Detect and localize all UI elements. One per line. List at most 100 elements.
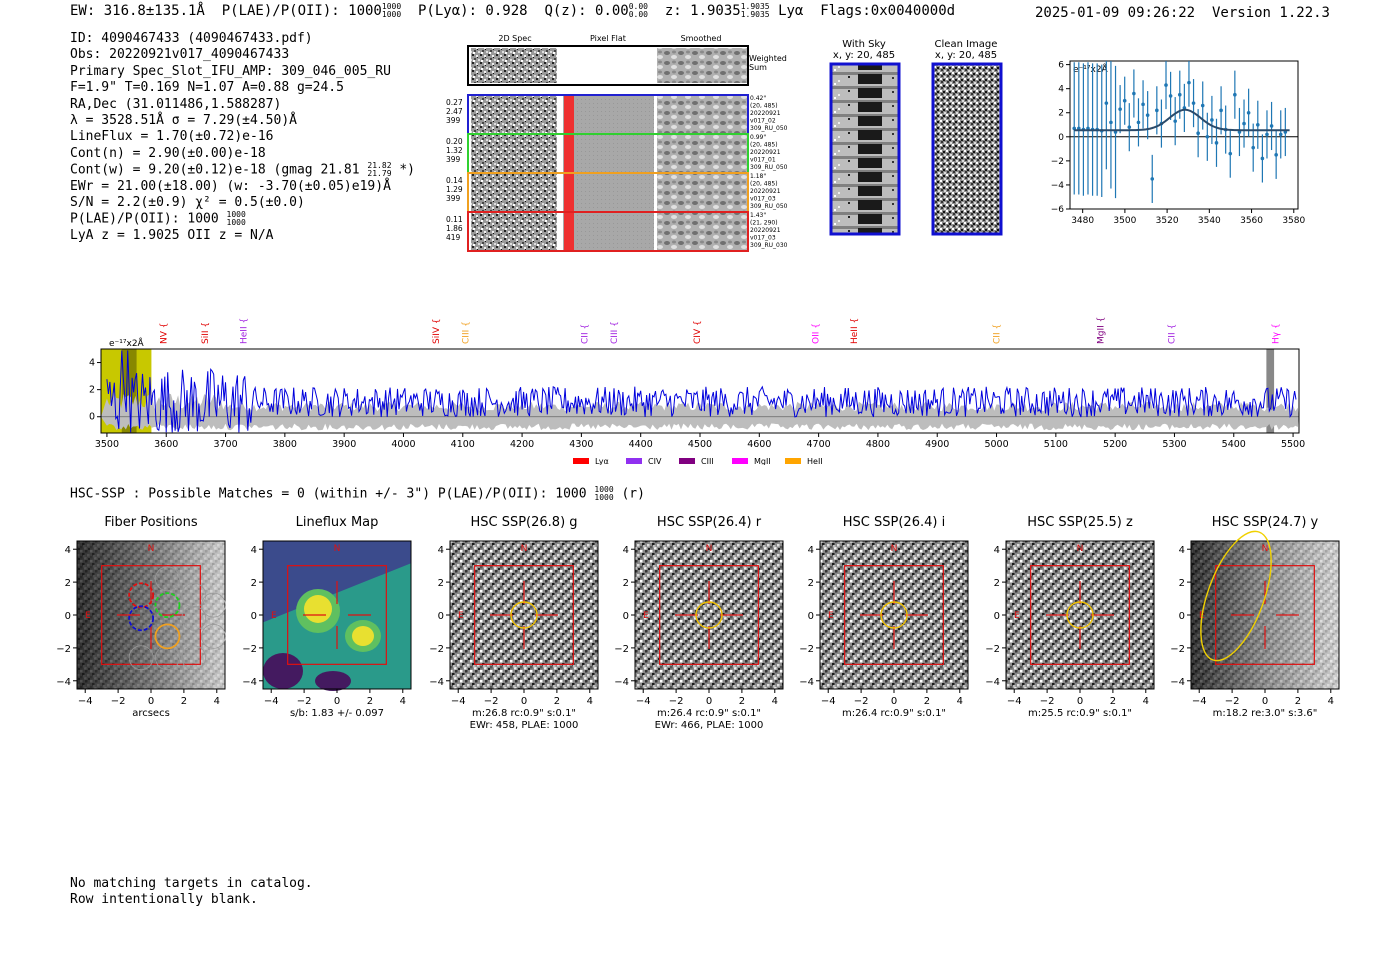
north-label: N — [1262, 544, 1269, 554]
info-sn: S/N = 2.2(±0.9) χ² = 0.5(±0.0) — [70, 194, 305, 210]
panel-xtick: 4 — [214, 696, 220, 707]
panel-ytick: 2 — [251, 578, 257, 589]
panel-xtick: 4 — [957, 696, 963, 707]
search-box — [659, 565, 759, 665]
cutout-row-left-label: 0.14 — [446, 176, 463, 185]
fiber-circle — [128, 582, 155, 609]
wide-ytick: 2 — [89, 385, 95, 396]
panel-ytick: −4 — [614, 677, 629, 688]
line-marker-label: CII { — [1167, 324, 1177, 344]
info-params: F=1.9" T=0.169 N=1.07 A=0.88 g=24.5 — [70, 80, 344, 96]
panel-xtick: 0 — [891, 696, 897, 707]
panel-xtick: 4 — [400, 696, 406, 707]
data-point — [1164, 83, 1168, 87]
cutout-row-left-label: 0.11 — [446, 215, 463, 224]
wide-ytick: 4 — [89, 358, 95, 369]
panel-ytick: 2 — [994, 578, 1000, 589]
cutout-row-left-label: 399 — [446, 116, 461, 125]
panel-xtick: 2 — [1295, 696, 1301, 707]
header-plae: P(LAE)/P(OII): 1000 — [221, 3, 382, 19]
north-label: N — [1077, 544, 1084, 554]
aperture-circle — [695, 601, 723, 629]
fiber-cutouts: 2D Spec Pixel Flat Smoothed Weighted Sum… — [446, 34, 788, 252]
small-ytick: 6 — [1058, 61, 1064, 71]
data-point — [1145, 113, 1150, 117]
panel-ytick: −4 — [799, 677, 814, 688]
legend-item: Lyα — [573, 457, 609, 465]
panel-ytick: 4 — [65, 545, 71, 556]
wide-xtick: 4300 — [569, 439, 593, 450]
panel-ytick: 0 — [808, 611, 814, 622]
north-label: N — [706, 544, 713, 554]
panel-caption: s/b: 1.83 +/- 0.097 — [290, 708, 384, 719]
legend-label: CIII — [701, 457, 714, 465]
line-marker-label: CIV { — [693, 320, 703, 344]
panel-caption-2: EWr: 466, PLAE: 1000 — [655, 720, 764, 730]
data-point — [1155, 108, 1159, 113]
panel-xtick: −4 — [1007, 696, 1022, 707]
panel-ytick: −2 — [799, 644, 814, 655]
cutout-row-left-label: 1.32 — [446, 146, 463, 155]
cutout-row-left-label: 419 — [446, 233, 461, 242]
legend-label: CIV — [648, 457, 662, 465]
panel-xtick: 2 — [924, 696, 930, 707]
header-qz: Q(z): 0.00 — [544, 3, 629, 19]
hsc-summary: HSC-SSP : Possible Matches = 0 (within +… — [70, 485, 645, 502]
north-label: N — [334, 544, 341, 554]
panel-ytick: −4 — [56, 677, 71, 688]
sky-image — [829, 62, 901, 236]
header-flags: Flags:0x0040000d — [820, 3, 956, 19]
header-z-range: 1.9035 1.9035 — [740, 2, 770, 19]
wide-xtick: 4900 — [925, 439, 949, 450]
line-marker-label: CIII { — [610, 321, 620, 344]
panel-caption: m:25.5 rc:0.9" s:0.1" — [1028, 708, 1132, 719]
panel-caption: m:26.8 rc:0.9" s:0.1" — [472, 708, 576, 719]
small-xtick: 3500 — [1113, 216, 1136, 226]
sky-clean-cutouts: With Sky x, y: 20, 485 Clean Image x, y:… — [829, 39, 1003, 236]
panel-ytick: 2 — [808, 578, 814, 589]
gaussian-fit — [1074, 108, 1290, 132]
data-point — [1228, 151, 1233, 156]
info-contw: Cont(w) = 9.20(±0.12)e-18 (gmag 21.81 21… — [70, 161, 415, 179]
data-point — [1122, 98, 1127, 103]
data-point — [1168, 94, 1173, 98]
wide-xtick: 3500 — [95, 439, 119, 450]
info-lambda: λ = 3528.51Å σ = 7.29(±4.50)Å — [70, 112, 297, 128]
cutout-row-left-label: 0.27 — [446, 98, 463, 107]
imaging-panel-6: HSC SSP(25.5) z N E 4 2 0 −2 −4 −4 −2 0 2 4 m:25.5 rc… — [985, 515, 1155, 719]
clean-title: Clean Image — [935, 39, 998, 50]
small-xtick: 3580 — [1282, 216, 1305, 226]
info-contn: Cont(n) = 2.90(±0.00)e-18 — [70, 145, 266, 161]
cutout-row-right-label: v017_02 — [750, 118, 776, 125]
panel-ytick: 4 — [623, 545, 629, 556]
panel-xtick: −2 — [854, 696, 869, 707]
footer-line2: Row intentionally blank. — [70, 891, 258, 907]
cutout-col-smooth: Smoothed — [681, 34, 722, 43]
panel-ytick: 2 — [438, 578, 444, 589]
imaging-panel-4: HSC SSP(26.4) r N E 4 2 0 −2 −4 −4 −2 0 2 4 m:26.4 rc… — [614, 515, 784, 731]
header-plya: P(Lyα): 0.928 — [418, 3, 528, 19]
panel-xtick: 2 — [181, 696, 187, 707]
header-version: 2025-01-09 09:26:22 Version 1.22.3 — [1035, 5, 1330, 21]
weighted-label: Weighted — [749, 54, 787, 63]
wide-xtick: 4600 — [747, 439, 771, 450]
panel-title: HSC SSP(26.4) r — [657, 515, 762, 530]
wide-xtick: 5100 — [1044, 439, 1068, 450]
small-plot-frame — [1069, 60, 1299, 210]
panel-ytick: 0 — [65, 611, 71, 622]
data-point — [1196, 131, 1200, 135]
info-primary: Primary Spec_Slot_IFU_AMP: 309_046_005_R… — [70, 63, 391, 79]
data-point — [1200, 103, 1205, 108]
panel-ytick: −2 — [985, 644, 1000, 655]
imaging-panel-1: Fiber Positions N E 4 2 0 −2 −4 −4 −2 0 2 4 arcsecs — [56, 515, 226, 719]
wide-xtick: 3600 — [154, 439, 178, 450]
panel-xtick: −4 — [636, 696, 651, 707]
panel-ytick: 4 — [438, 545, 444, 556]
legend-label: HeII — [807, 457, 823, 465]
wide-xtick: 5500 — [1281, 439, 1305, 450]
east-label: E — [458, 611, 464, 621]
cutout-row-right-label: 20220921 — [750, 188, 781, 195]
panel-xtick: 4 — [772, 696, 778, 707]
detection-info: ID: 4090467433 (4090467433.pdf) Obs: 202… — [70, 31, 415, 244]
